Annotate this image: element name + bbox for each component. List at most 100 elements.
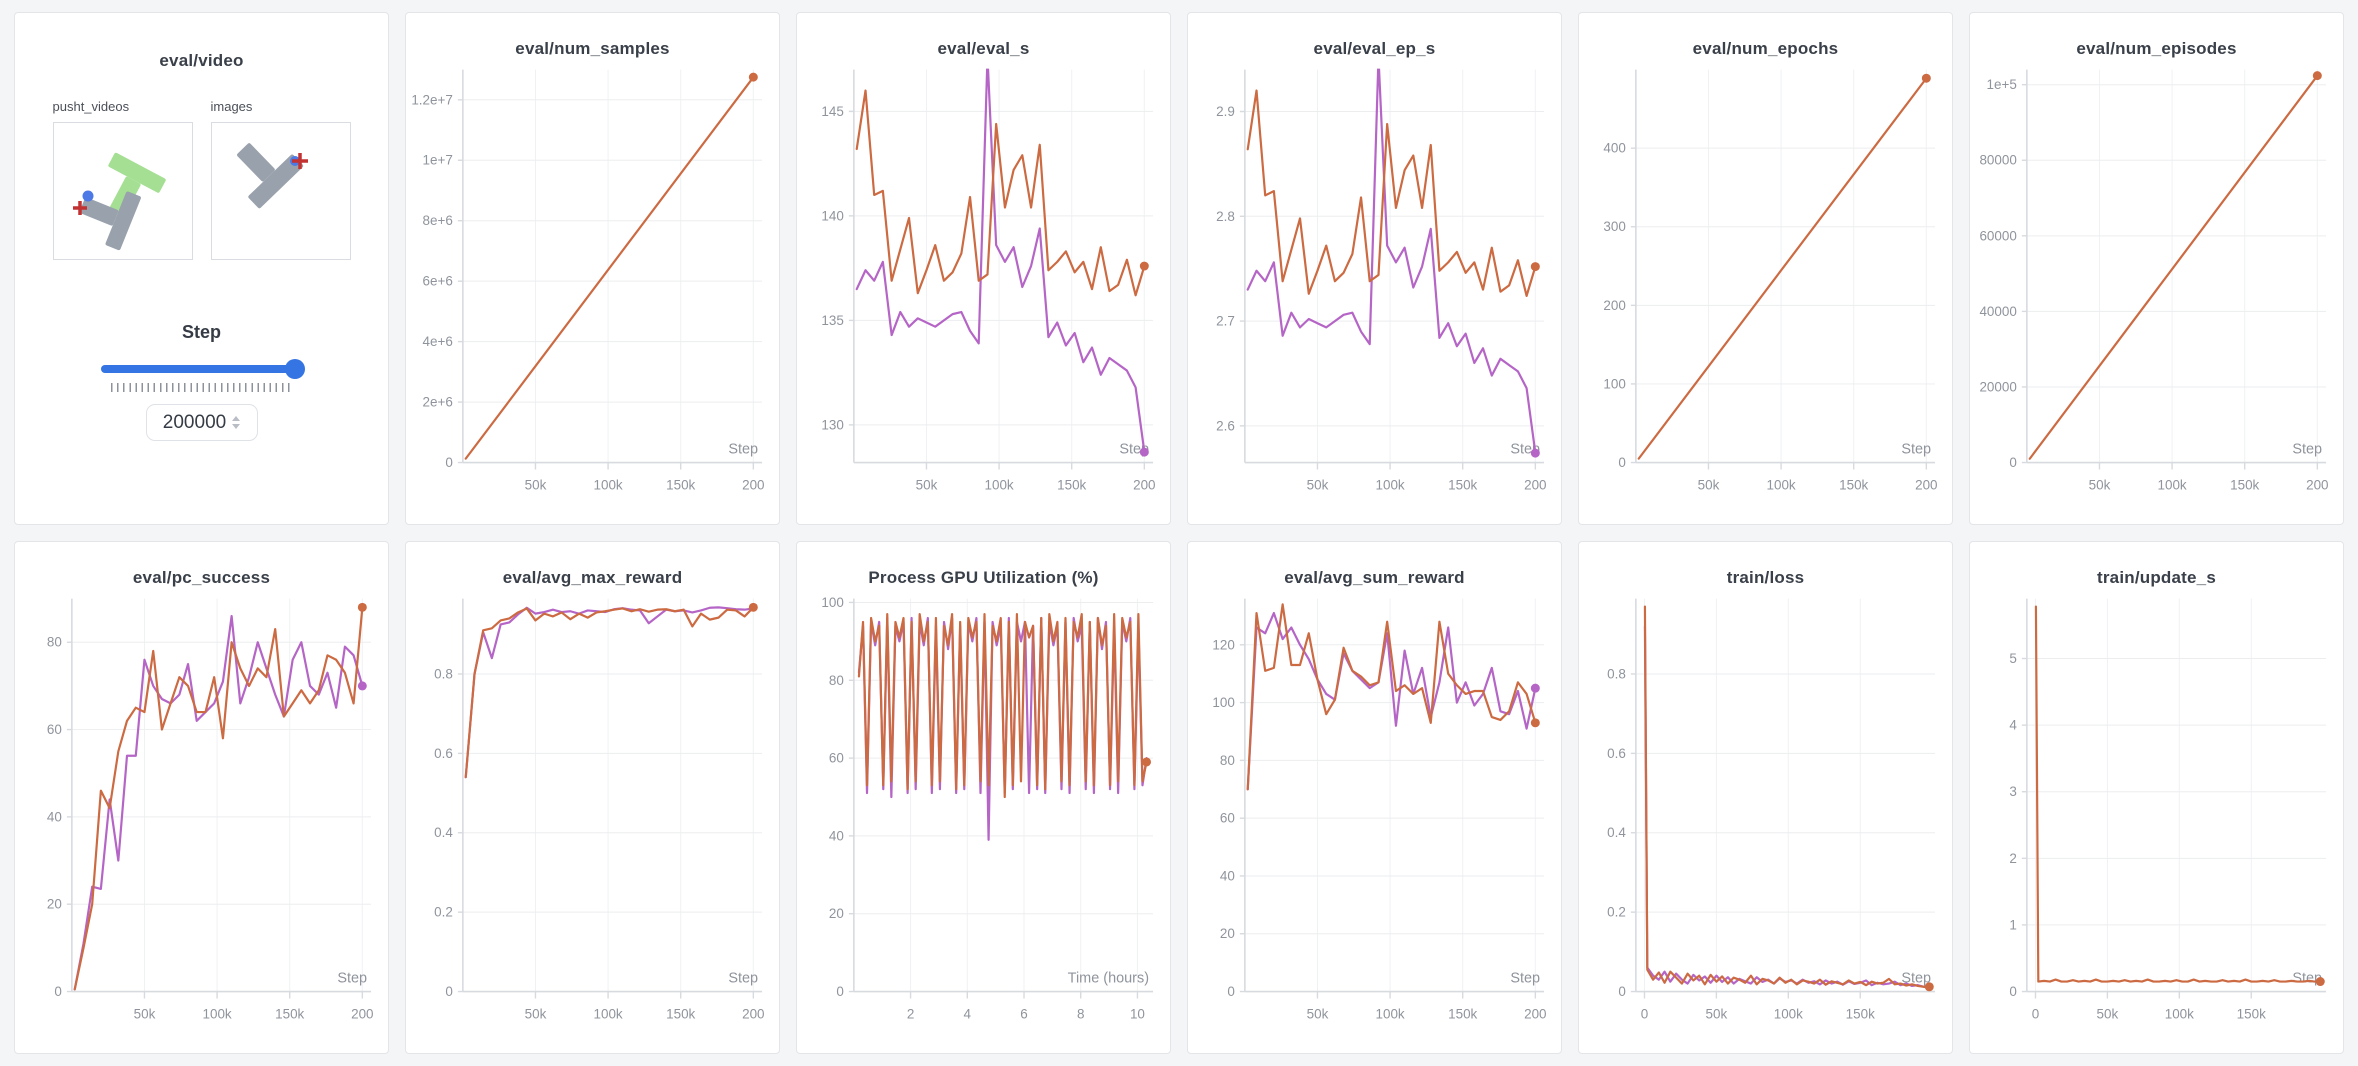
agent-dot	[82, 190, 93, 202]
panel-title: eval/avg_max_reward	[502, 568, 683, 587]
svg-text:0.2: 0.2	[1607, 905, 1626, 920]
svg-text:150k: 150k	[2237, 1006, 2266, 1021]
svg-text:100k: 100k	[1774, 1006, 1803, 1021]
svg-text:150k: 150k	[666, 477, 695, 492]
chart-canvas[interactable]: 130 135 140 145 50k 100k 150k 200 Step	[797, 59, 1170, 514]
svg-text:0.2: 0.2	[434, 905, 453, 920]
svg-text:0.6: 0.6	[1607, 746, 1626, 761]
svg-text:20: 20	[1220, 926, 1235, 941]
svg-text:0: 0	[1618, 984, 1625, 999]
chart-canvas[interactable]: 0 20 40 60 80 100 2 4 6 8 10 Time (hours)	[797, 588, 1170, 1043]
svg-text:Step: Step	[1901, 442, 1931, 458]
svg-text:0: 0	[2009, 455, 2016, 470]
pusht-video-thumbnail[interactable]	[52, 122, 193, 260]
svg-text:1: 1	[2009, 917, 2016, 932]
svg-text:4: 4	[2009, 718, 2017, 733]
thumbnail-label: pusht_videos	[52, 99, 130, 114]
svg-text:Step: Step	[1510, 971, 1540, 987]
svg-text:200: 200	[351, 1006, 373, 1021]
chart-canvas[interactable]: 0 20 40 60 80 100 120 50k 100k 150k 200 Step	[1188, 588, 1561, 1043]
svg-text:50k: 50k	[1307, 477, 1329, 492]
svg-text:1e+5: 1e+5	[1987, 77, 2017, 92]
svg-text:100: 100	[821, 595, 843, 610]
svg-text:50k: 50k	[2097, 1006, 2119, 1021]
panel-gpu-utilization: Process GPU Utilization (%) 0 20 40 60 80 100…	[796, 541, 1171, 1054]
step-slider-ticks	[110, 383, 293, 392]
svg-text:0: 0	[836, 984, 843, 999]
svg-text:Step: Step	[728, 442, 758, 458]
svg-text:0: 0	[1618, 455, 1625, 470]
svg-text:150k: 150k	[666, 1006, 695, 1021]
svg-text:100k: 100k	[2165, 1006, 2194, 1021]
svg-text:200: 200	[2306, 477, 2328, 492]
chart-canvas[interactable]: 0 20000 40000 60000 80000 1e+5 50k 100k 150k 200 S…	[1970, 59, 2343, 514]
panel-eval-video: eval/video pusht_videos	[14, 12, 389, 525]
step-increment-button[interactable]	[232, 416, 241, 421]
svg-text:Step: Step	[1901, 971, 1931, 987]
svg-text:Step: Step	[728, 971, 758, 987]
chart-canvas[interactable]: 0 20 40 60 80 50k 100k 150k 200 Step	[15, 588, 388, 1043]
panel-title: train/loss	[1726, 568, 1805, 587]
chart-canvas[interactable]: 0 1 2 3 4 5 0 50k 100k 150k Step	[1970, 588, 2343, 1043]
panel-eval-pc-success: eval/pc_success 0 20 40 60 80 50k 100k 150k 200 S…	[14, 541, 389, 1054]
svg-text:5: 5	[2009, 651, 2016, 666]
svg-text:0.8: 0.8	[434, 666, 453, 681]
images-thumbnail[interactable]	[210, 122, 351, 260]
panel-title: eval/pc_success	[132, 568, 271, 587]
goal-cross	[72, 201, 87, 215]
svg-text:100: 100	[1212, 695, 1234, 710]
svg-text:2.9: 2.9	[1216, 104, 1235, 119]
svg-text:150k: 150k	[1839, 477, 1868, 492]
svg-text:1.2e+7: 1.2e+7	[411, 92, 453, 107]
svg-text:80: 80	[1220, 753, 1235, 768]
panel-title: eval/num_epochs	[1692, 39, 1839, 58]
svg-text:0: 0	[1227, 984, 1234, 999]
svg-text:4: 4	[964, 1006, 972, 1021]
svg-text:80000: 80000	[1979, 153, 2016, 168]
svg-text:0: 0	[445, 984, 452, 999]
svg-text:80: 80	[829, 673, 844, 688]
svg-text:Step: Step	[337, 971, 367, 987]
goal-cross	[291, 153, 308, 169]
chart-canvas[interactable]: 0 100 200 300 400 50k 100k 150k 200 Step	[1579, 59, 1952, 514]
svg-text:60: 60	[47, 722, 62, 737]
svg-text:2.6: 2.6	[1216, 418, 1235, 433]
svg-text:2e+6: 2e+6	[423, 395, 453, 410]
svg-text:150k: 150k	[275, 1006, 304, 1021]
svg-text:60000: 60000	[1979, 228, 2016, 243]
chart-canvas[interactable]: 0 0.2 0.4 0.6 0.8 50k 100k 150k 200 Step	[406, 588, 779, 1043]
svg-text:200: 200	[1133, 477, 1155, 492]
pusht-scene-image	[72, 152, 166, 251]
svg-text:3: 3	[2009, 784, 2016, 799]
step-slider-track[interactable]	[100, 365, 303, 373]
svg-text:40: 40	[829, 828, 844, 843]
svg-text:200: 200	[742, 1006, 764, 1021]
svg-text:100k: 100k	[202, 1006, 231, 1021]
chart-canvas[interactable]: 2.6 2.7 2.8 2.9 50k 100k 150k 200 Step	[1188, 59, 1561, 514]
step-value[interactable]: 200000	[162, 411, 227, 433]
step-decrement-button[interactable]	[232, 424, 241, 429]
panel-eval-num-episodes: eval/num_episodes 0 20000 40000 60000 80000 1…	[1969, 12, 2344, 525]
panel-train-update-s: train/update_s 0 1 2 3 4 5 0 50k 100k 150k Step	[1969, 541, 2344, 1054]
step-slider-thumb[interactable]	[284, 359, 305, 379]
images-scene-image	[236, 143, 308, 209]
svg-text:50k: 50k	[1698, 477, 1720, 492]
svg-text:1e+7: 1e+7	[423, 153, 453, 168]
chart-canvas[interactable]: 0 2e+6 4e+6 6e+6 8e+6 1e+7 1.2e+7 50k 100k 150k 20…	[406, 59, 779, 514]
svg-text:150k: 150k	[2230, 477, 2259, 492]
svg-text:10: 10	[1130, 1006, 1145, 1021]
svg-text:0: 0	[2032, 1006, 2039, 1021]
svg-text:Step: Step	[2292, 442, 2322, 458]
chart-canvas[interactable]: 0 0.2 0.4 0.6 0.8 0 50k 100k 150k Step	[1579, 588, 1952, 1043]
svg-text:0.8: 0.8	[1607, 666, 1626, 681]
svg-text:100k: 100k	[1375, 477, 1404, 492]
svg-text:0: 0	[54, 984, 61, 999]
step-number-input[interactable]: 200000	[145, 404, 258, 441]
svg-text:300: 300	[1603, 219, 1625, 234]
svg-text:0.4: 0.4	[1607, 825, 1626, 840]
svg-text:400: 400	[1603, 141, 1625, 156]
svg-text:20000: 20000	[1979, 379, 2016, 394]
step-slider[interactable]	[100, 357, 305, 381]
svg-text:50k: 50k	[134, 1006, 156, 1021]
svg-text:100k: 100k	[593, 1006, 622, 1021]
